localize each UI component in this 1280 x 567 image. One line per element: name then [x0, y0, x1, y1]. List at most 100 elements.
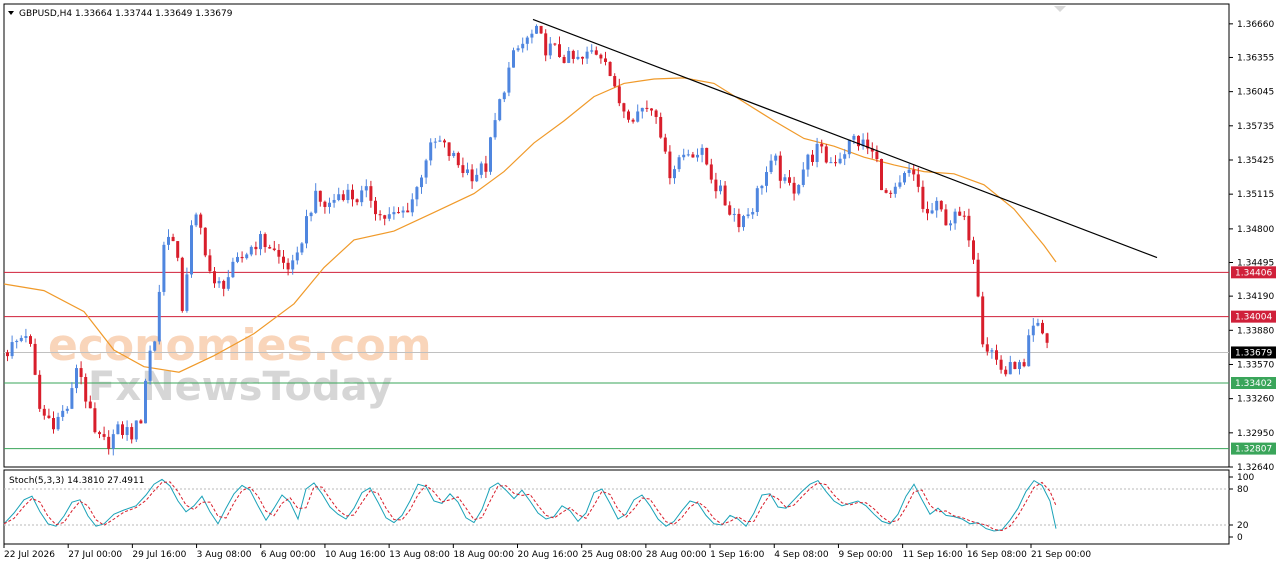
time-tick-label: 16 Sep 08:00: [967, 550, 1027, 560]
price-tick-label: 1.33570: [1237, 360, 1274, 370]
candle-body: [272, 248, 276, 250]
candle-body: [176, 241, 180, 258]
candle-body: [291, 260, 295, 270]
candle-body: [512, 50, 515, 68]
price-tick-label: 1.32950: [1237, 429, 1274, 439]
candle-body: [42, 408, 46, 416]
level-price-label: 1.32807: [1235, 445, 1272, 455]
candle-body: [516, 48, 520, 51]
candle-body: [222, 280, 226, 289]
candle-body: [24, 336, 28, 338]
candle-body: [999, 359, 1003, 370]
level-price-badge: [1231, 266, 1276, 279]
level-price-badge: [1231, 442, 1276, 455]
candle-body: [374, 200, 377, 215]
candle-body: [240, 256, 244, 259]
time-tick-label: 6 Aug 00:00: [261, 550, 316, 560]
candle-body: [650, 108, 653, 111]
time-tick-label: 22 Jul 2026: [4, 550, 55, 560]
candle-body: [1004, 369, 1008, 375]
candle-body: [742, 216, 745, 228]
candle-body: [709, 164, 713, 180]
candle-body: [926, 208, 929, 214]
price-tick-label: 1.36355: [1237, 53, 1274, 63]
candle-body: [1022, 362, 1026, 367]
level-price-label: 1.34406: [1235, 268, 1272, 278]
candle-body: [498, 99, 502, 121]
candle-body: [857, 135, 860, 147]
candle-body: [567, 50, 571, 63]
price-pane[interactable]: [3, 3, 1230, 468]
candle-body: [953, 211, 957, 224]
candle-body: [65, 408, 69, 411]
candle-body: [765, 172, 768, 186]
time-tick-label: 11 Sep 16:00: [903, 550, 963, 560]
stoch-tick-label: 0: [1237, 533, 1243, 543]
candle-body: [360, 190, 364, 203]
candle-body: [797, 184, 801, 194]
candle-body: [93, 408, 97, 433]
candle-body: [760, 185, 764, 189]
candle-body: [249, 246, 253, 255]
candle-body: [79, 368, 83, 378]
candle-body: [645, 107, 649, 109]
symbol-header: GBPUSD,H4 1.33664 1.33744 1.33649 1.3367…: [19, 9, 233, 19]
candle-body: [617, 86, 621, 104]
candle-body: [995, 350, 998, 360]
watermark-fxnewstoday: FxNewsToday: [88, 364, 392, 410]
candle-body: [686, 154, 690, 156]
time-tick-label: 28 Aug 00:00: [646, 550, 707, 560]
time-tick-label: 3 Aug 08:00: [197, 550, 252, 560]
candle-body: [447, 142, 451, 157]
candle-body: [355, 199, 359, 203]
candle-body: [139, 420, 143, 424]
candle-body: [208, 255, 212, 272]
candle-body: [420, 177, 423, 188]
candle-body: [438, 140, 442, 142]
candle-body: [714, 179, 718, 192]
candle-body: [369, 186, 373, 201]
candle-body: [576, 56, 580, 59]
candle-body: [962, 215, 966, 217]
stoch-tick-label: 80: [1237, 485, 1249, 495]
candle-body: [231, 261, 235, 278]
stoch-signal-line: [3, 481, 1057, 532]
level-price-badge: [1231, 346, 1276, 359]
candle-body: [10, 342, 14, 357]
candle-body: [622, 103, 626, 112]
candle-body: [788, 177, 791, 183]
candle-body: [654, 110, 658, 117]
candle-body: [783, 177, 787, 181]
candle-body: [433, 141, 437, 143]
candle-body: [893, 186, 897, 194]
time-tick-label: 9 Sep 00:00: [838, 550, 893, 560]
candle-body: [691, 154, 695, 158]
candle-body: [544, 33, 548, 56]
price-tick-label: 1.35425: [1237, 156, 1274, 166]
candle-body: [521, 43, 525, 49]
candle-body: [392, 212, 396, 215]
candle-body: [424, 160, 428, 178]
candle-body: [461, 165, 465, 173]
candle-body: [553, 43, 557, 45]
candle-body: [1027, 335, 1031, 367]
candle-body: [875, 151, 879, 159]
candle-body: [834, 162, 837, 164]
price-tick-label: 1.34190: [1237, 292, 1274, 302]
candle-body: [199, 214, 203, 228]
candle-body: [226, 277, 230, 289]
collapse-triangle-icon[interactable]: [1054, 6, 1066, 12]
candle-body: [912, 169, 916, 175]
candle-body: [268, 247, 272, 249]
candle-body: [507, 67, 511, 93]
candle-body: [56, 416, 60, 430]
candle-body: [1041, 322, 1044, 334]
candle-body: [406, 210, 410, 213]
watermark-economies: economies.com: [48, 320, 432, 371]
level-price-badge: [1231, 310, 1276, 323]
candle-body: [134, 420, 138, 440]
candle-body: [456, 152, 460, 166]
candle-body: [387, 214, 391, 219]
candle-body: [162, 244, 166, 292]
candle-body: [236, 256, 239, 262]
